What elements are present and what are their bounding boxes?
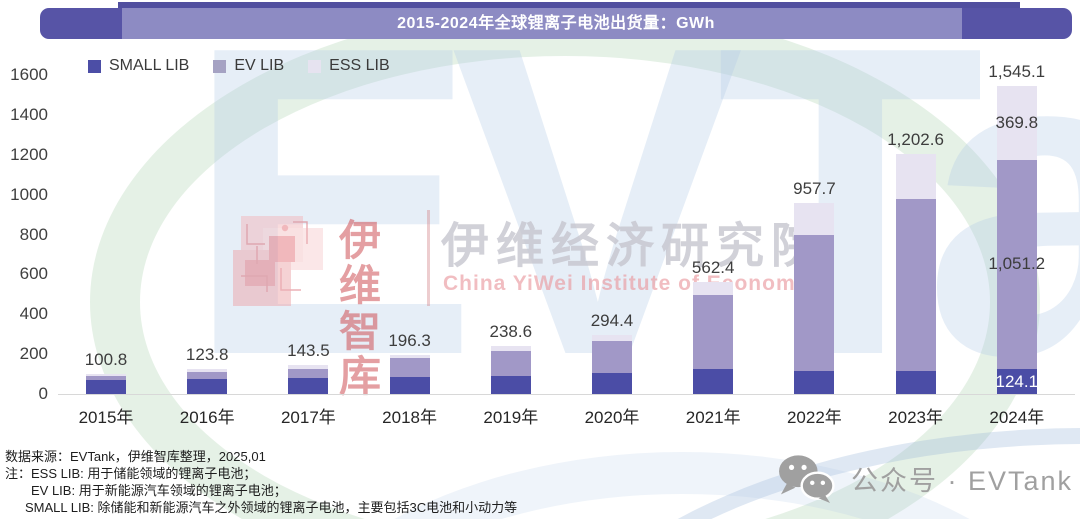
y-axis-tick-label: 600 xyxy=(19,264,48,284)
y-axis-tick-label: 1600 xyxy=(10,65,48,84)
x-axis-label: 2018年 xyxy=(382,408,437,427)
bar-total-label: 143.5 xyxy=(287,341,330,361)
x-axis-label: 2024年 xyxy=(989,408,1045,427)
bar-segment-ess-lib-2017年 xyxy=(288,365,329,369)
note-small-definition: SMALL LIB: 除储能和新能源汽车之外领域的锂离子电池，主要包括3C电池和… xyxy=(25,500,518,515)
bar-segment-ess-lib-2016年 xyxy=(187,369,228,373)
note-ev-definition: EV LIB: 用于新能源汽车领域的锂离子电池； xyxy=(31,483,287,498)
bar-segment-ev-lib-2024年 xyxy=(996,159,1037,370)
bar-segment-small-lib-2016年 xyxy=(187,378,228,394)
bar-segment-ev-lib-2023年 xyxy=(895,198,936,372)
legend-label: SMALL LIB xyxy=(109,57,190,74)
bar-total-label: 562.4 xyxy=(691,257,735,277)
wechat-icon xyxy=(779,455,835,504)
y-axis-tick-label: 1200 xyxy=(10,144,48,164)
x-axis-label: 2021年 xyxy=(685,408,741,427)
bar-segment-small-lib-2018年 xyxy=(389,377,430,394)
x-axis-label: 2015年 xyxy=(78,408,134,427)
x-axis-label: 2019年 xyxy=(483,408,539,427)
bar-segment-ess-lib-2024年 xyxy=(996,85,1037,160)
note-ess-definition: 注：ESS LIB: 用于储能领域的锂离子电池； xyxy=(5,466,257,481)
bar-segment-value-label: 369.8 xyxy=(995,112,1039,132)
bar-segment-ev-lib-2015年 xyxy=(86,375,126,381)
bar-segment-ev-lib-2022年 xyxy=(794,234,835,372)
bar-segment-ess-lib-2019年 xyxy=(490,346,531,352)
bar-segment-ess-lib-2020年 xyxy=(592,335,632,341)
x-axis-label: 2016年 xyxy=(179,408,235,427)
bar-segment-small-lib-2021年 xyxy=(693,369,734,394)
bar-total-label: 100.8 xyxy=(84,349,128,369)
bar-segment-value-label: 1,051.2 xyxy=(988,254,1046,274)
bar-total-label: 294.4 xyxy=(590,311,634,331)
x-axis-label: 2022年 xyxy=(786,408,842,427)
source-notes: 数据来源：EVTank，伊维智库整理，2025,01 注：ESS LIB: 用于… xyxy=(5,448,517,516)
wechat-account-badge: 公众号 · EVTank xyxy=(775,452,1073,504)
bar-segment-small-lib-2022年 xyxy=(794,371,835,394)
bar-segment-small-lib-2019年 xyxy=(490,376,531,394)
bar-total-label: 957.7 xyxy=(793,179,836,199)
legend-item-small-lib: SMALL LIB xyxy=(88,57,189,75)
bar-segment-ev-lib-2016年 xyxy=(187,372,228,379)
bar-segment-ev-lib-2017年 xyxy=(288,368,329,379)
legend-item-ev-lib: EV LIB xyxy=(213,57,284,75)
y-axis-tick-label: 200 xyxy=(19,344,48,364)
bar-total-label: 123.8 xyxy=(185,345,229,365)
legend-item-ess-lib: ESS LIB xyxy=(308,57,390,75)
legend-swatch-ev-lib-icon xyxy=(213,59,227,73)
bar-segment-ev-lib-2019年 xyxy=(490,351,531,377)
bar-total-label: 1,202.6 xyxy=(887,130,944,150)
y-axis-tick-label: 0 xyxy=(38,384,48,403)
x-axis-line xyxy=(58,394,1075,395)
bar-segment-small-lib-2015年 xyxy=(86,380,126,394)
bar-segment-ess-lib-2022年 xyxy=(794,203,835,235)
bar-total-label: 196.3 xyxy=(388,330,431,350)
bar-segment-small-lib-2017年 xyxy=(288,378,329,394)
y-axis-tick-label: 400 xyxy=(19,304,48,324)
bar-segment-ess-lib-2018年 xyxy=(389,354,430,359)
legend: SMALL LIB EV LIB ESS LIB xyxy=(88,57,390,75)
bar-segment-ev-lib-2018年 xyxy=(389,358,430,378)
bar-segment-small-lib-2023年 xyxy=(895,371,936,394)
x-axis-label: 2020年 xyxy=(584,408,640,427)
legend-swatch-small-lib-icon xyxy=(88,59,101,73)
bar-segment-small-lib-2020年 xyxy=(592,373,632,394)
bar-segment-ev-lib-2020年 xyxy=(592,340,632,374)
bar-segment-ess-lib-2015年 xyxy=(86,373,126,376)
chart-title: 2015-2024年全球锂离子电池出货量：GWh xyxy=(397,15,715,32)
bar-segment-ev-lib-2021年 xyxy=(693,295,734,370)
title-banner: 2015-2024年全球锂离子电池出货量：GWh xyxy=(40,8,1072,39)
y-axis-tick-label: 1000 xyxy=(10,184,48,204)
title-banner-inner xyxy=(122,8,962,39)
legend-label: EV LIB xyxy=(234,57,285,74)
bar-segment-ess-lib-2023年 xyxy=(895,154,936,199)
x-axis-label: 2023年 xyxy=(888,408,943,427)
bar-segment-value-label: 124.1 xyxy=(995,371,1039,391)
bar-total-label: 238.6 xyxy=(489,322,533,342)
wechat-account-label: 公众号 · EVTank xyxy=(851,465,1074,496)
banner-top-strip xyxy=(118,2,1020,12)
note-data-source: 数据来源：EVTank，伊维智库整理，2025,01 xyxy=(5,449,266,464)
legend-swatch-ess-lib-icon xyxy=(308,59,322,73)
bar-segment-ess-lib-2021年 xyxy=(693,281,734,296)
bar-total-label: 1,545.1 xyxy=(988,61,1046,81)
x-axis-label: 2017年 xyxy=(280,408,336,427)
legend-label: ESS LIB xyxy=(329,57,390,74)
y-axis-tick-label: 800 xyxy=(19,224,48,244)
bar-segment-small-lib-2024年 xyxy=(996,369,1037,394)
y-axis-tick-label: 1400 xyxy=(10,104,48,124)
